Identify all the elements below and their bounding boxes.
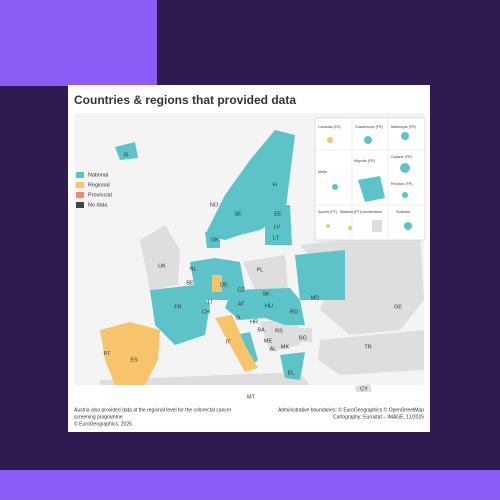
country-label: AT [238, 301, 245, 307]
footnote: © EuroGeographics, 2026 [74, 420, 132, 427]
country-label: LT [273, 235, 280, 241]
country-label: BG [299, 335, 307, 341]
country-label: UK [158, 263, 166, 269]
country-label: MD [311, 295, 320, 301]
inset-label: Madeira (PT) [340, 210, 361, 214]
inset-label: Svalbard [396, 210, 410, 214]
inset-shape [327, 137, 333, 143]
inset-label: Liechtenstein [361, 210, 382, 214]
inset-shape [402, 192, 408, 198]
land-cy [355, 384, 372, 392]
region-national [280, 352, 305, 380]
country-label: CZ [237, 287, 245, 293]
region-regional [100, 322, 160, 385]
inset-shape [326, 224, 330, 228]
legend-swatch [76, 172, 84, 178]
country-label: ES [130, 357, 138, 363]
footnote: Austria also provided data at the region… [74, 407, 232, 413]
legend-label: Provincial [88, 192, 112, 198]
country-label: MK [281, 344, 290, 350]
land-bg [290, 328, 312, 342]
land-turkey [318, 330, 424, 375]
land-balkans [260, 318, 300, 352]
inset-label: Malta [318, 170, 327, 174]
region-national [295, 250, 345, 300]
inset-label: Mayotte (FR) [354, 159, 375, 163]
inset-shape [364, 136, 372, 144]
credit: Administrative boundaries: © EuroGeograp… [278, 406, 424, 413]
country-label: HR [250, 319, 258, 325]
inset-shape [372, 220, 382, 232]
country-label: EE [274, 211, 282, 217]
accent-block [0, 0, 157, 86]
inset-shape [404, 222, 412, 230]
legend-swatch [76, 202, 84, 208]
country-label: PT [103, 351, 111, 357]
country-label: FI [273, 182, 278, 188]
country-label: BE [186, 280, 194, 286]
inset-label: Guyane (FR) [391, 155, 412, 159]
country-label: GE [394, 304, 402, 310]
country-label: IT [226, 339, 232, 345]
region-national [150, 285, 210, 345]
land-pl [243, 255, 288, 290]
credit: Cartography: Eurostat – IMAGE, 11/2025 [333, 414, 424, 420]
country-label: PL [257, 267, 264, 273]
country-label: DE [220, 282, 228, 288]
region-national [225, 288, 305, 325]
map-title: Countries & regions that provided data [74, 93, 296, 107]
accent-strip [0, 470, 500, 500]
land-uk [140, 225, 180, 290]
country-label: LV [274, 224, 281, 230]
footer: Austria also provided data at the region… [74, 406, 424, 427]
inset-shape [400, 163, 410, 173]
country-label: LI [208, 299, 213, 305]
country-label: IS [123, 152, 129, 158]
country-label: TR [364, 344, 371, 350]
country-label: EL [288, 370, 295, 376]
region-national [205, 232, 220, 248]
country-label: FR [174, 304, 181, 310]
country-label: ME [264, 338, 273, 344]
legend-label: Regional [88, 182, 110, 188]
country-label: CH [202, 309, 210, 315]
footnote: screening programme [74, 414, 123, 420]
country-label: RS [275, 328, 283, 334]
country-label: SE [234, 211, 242, 217]
inset-label: Réunion (FR) [391, 182, 413, 186]
inset-shape [358, 176, 385, 202]
inset-label: Açores (PT) [318, 210, 337, 214]
country-label: NO [210, 202, 219, 208]
country-label: NL [189, 266, 196, 272]
land-africa [100, 372, 310, 385]
map [74, 113, 424, 392]
inset-shape [401, 132, 409, 140]
legend-label: National [88, 172, 108, 178]
region-regional [212, 275, 222, 292]
country-label: SK [262, 291, 270, 297]
insets [314, 117, 426, 241]
region-national [265, 205, 292, 245]
country-label: RO [290, 309, 299, 315]
inset-shape [332, 184, 338, 190]
country-label: MT [247, 394, 256, 400]
country-label: AL [270, 346, 277, 352]
country-label: DK [211, 237, 219, 243]
country-label: BA [257, 327, 265, 333]
legend: National Regional Provincial No data [76, 172, 112, 208]
inset-label: Martinique (FR) [391, 125, 416, 129]
legend-label: No data [88, 202, 108, 208]
inset-shape [348, 226, 352, 230]
inset-label: Guadeloupe (FR) [355, 125, 383, 129]
legend-swatch [76, 192, 84, 198]
country-label: HU [265, 303, 273, 309]
region-regional [215, 315, 258, 372]
country-label: CY [360, 386, 368, 392]
region-national [115, 142, 138, 160]
inset-label: Canarias (ES) [318, 125, 341, 129]
legend-swatch [76, 182, 84, 188]
country-label: SI [235, 315, 241, 321]
